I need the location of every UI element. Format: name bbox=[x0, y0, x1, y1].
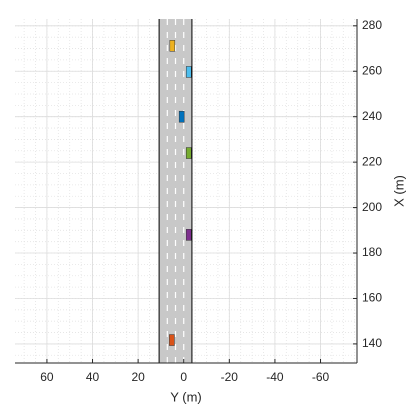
grid-layer bbox=[15, 19, 357, 363]
vehicle bbox=[169, 40, 176, 52]
y-tick-label: 140 bbox=[362, 336, 382, 350]
x-tick-label: 40 bbox=[86, 370, 100, 384]
y-tick-label: 220 bbox=[362, 154, 382, 168]
y-tick-label: 160 bbox=[362, 291, 382, 305]
x-tick-label: 0 bbox=[180, 370, 187, 384]
x-axis-label: Y (m) bbox=[170, 389, 202, 404]
vehicle bbox=[178, 110, 185, 123]
vehicle-layer bbox=[169, 40, 192, 346]
x-tick-label: -60 bbox=[312, 370, 330, 384]
y-tick-label: 240 bbox=[362, 109, 382, 123]
y-axis-label: X (m) bbox=[391, 175, 406, 207]
x-tick-label: 20 bbox=[131, 370, 145, 384]
y-tick-label: 200 bbox=[362, 200, 382, 214]
vehicle bbox=[185, 147, 192, 159]
x-tick-label: 60 bbox=[40, 370, 54, 384]
x-tick-label: -40 bbox=[266, 370, 284, 384]
x-tick-label: -20 bbox=[221, 370, 239, 384]
y-tick-label: 280 bbox=[362, 18, 382, 32]
vehicle bbox=[185, 66, 192, 78]
vehicle bbox=[185, 229, 192, 241]
vehicle bbox=[169, 334, 175, 346]
y-tick-label: 180 bbox=[362, 245, 382, 259]
y-tick-label: 260 bbox=[362, 63, 382, 77]
